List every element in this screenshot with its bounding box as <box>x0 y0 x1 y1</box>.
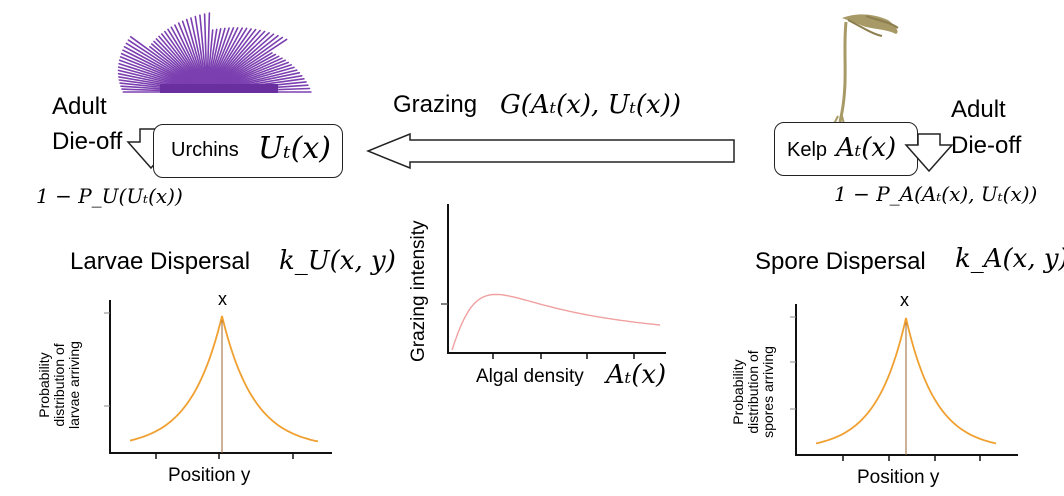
grazing-chart-xmath: Aₜ(x) <box>606 360 667 390</box>
spore-dispersal-math: k_A(x, y) <box>955 244 1064 274</box>
grazing-arrow <box>366 132 735 170</box>
larvae-dispersal-title: Larvae Dispersal <box>70 248 251 275</box>
urchin-survival-math: 1 − P_U(Uₜ(x)) <box>36 184 183 208</box>
grazing-chart-xlabel: Algal density <box>476 366 584 387</box>
spore-peak-label: x <box>900 290 909 310</box>
urchin-dieoff-label: Die-off <box>52 128 123 155</box>
kelp-dieoff-arrow <box>904 133 954 173</box>
urchins-box <box>153 124 343 178</box>
spore-xlabel: Position y <box>857 467 940 488</box>
urchin-adult-label: Adult <box>52 93 107 120</box>
kelp-box-math: Aₜ(x) <box>836 133 897 163</box>
larvae-dispersal-math: k_U(x, y) <box>279 246 396 276</box>
spore-dispersal-title: Spore Dispersal <box>755 248 926 275</box>
urchins-box-math: Uₜ(x) <box>258 131 332 166</box>
kelp-survival-math: 1 − P_A(Aₜ(x), Uₜ(x)) <box>834 182 1038 206</box>
grazing-math: G(Aₜ(x), Uₜ(x)) <box>500 90 681 120</box>
urchins-box-label: Urchins <box>171 139 239 161</box>
larvae-peak-label: x <box>218 289 227 309</box>
kelp-dieoff-label: Die-off <box>951 132 1022 159</box>
kelp-box <box>774 122 918 176</box>
kelp-box-label: Kelp <box>787 139 828 161</box>
kelp-adult-label: Adult <box>951 96 1006 123</box>
larvae-xlabel: Position y <box>168 465 251 486</box>
grazing-label: Grazing <box>393 91 478 118</box>
